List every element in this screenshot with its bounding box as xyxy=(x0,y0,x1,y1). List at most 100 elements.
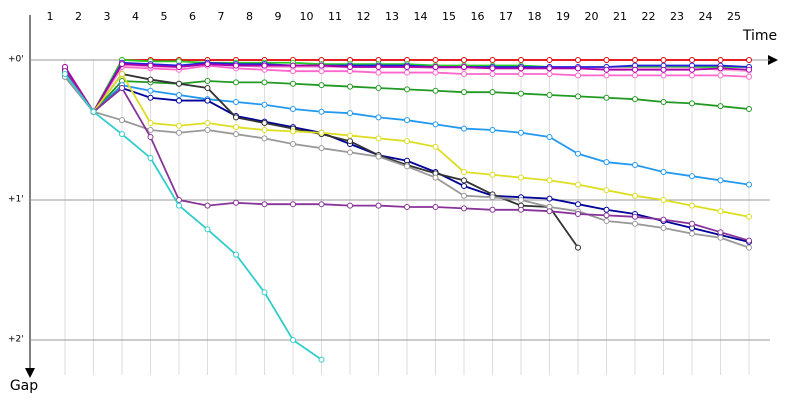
point xyxy=(461,70,467,77)
point xyxy=(233,124,239,131)
point xyxy=(746,105,752,112)
point xyxy=(489,65,496,72)
point xyxy=(689,72,695,79)
x-tick-label: 3 xyxy=(104,10,111,23)
point xyxy=(290,128,296,135)
x-tick-label: 8 xyxy=(246,10,253,23)
x-tick-label: 1 xyxy=(47,10,54,23)
point xyxy=(489,126,496,133)
point xyxy=(204,226,211,233)
point xyxy=(689,230,695,237)
point xyxy=(318,82,325,89)
point xyxy=(689,100,695,107)
point xyxy=(404,138,410,145)
point xyxy=(461,205,467,212)
point xyxy=(375,84,382,91)
point xyxy=(233,251,239,258)
point xyxy=(261,101,268,108)
x-tick-label: 5 xyxy=(161,10,168,23)
point xyxy=(375,153,382,160)
point xyxy=(689,56,695,63)
point xyxy=(632,220,638,227)
point xyxy=(290,140,296,147)
point xyxy=(375,202,382,209)
point xyxy=(176,202,182,209)
point xyxy=(176,91,182,98)
point xyxy=(204,61,211,68)
point xyxy=(546,208,553,215)
point xyxy=(746,66,752,73)
point xyxy=(432,143,439,150)
x-tick-label: 24 xyxy=(699,10,713,23)
point xyxy=(318,129,325,136)
point xyxy=(204,84,211,91)
point xyxy=(404,69,410,76)
point xyxy=(489,206,496,213)
point xyxy=(318,62,325,69)
point xyxy=(147,119,154,126)
point xyxy=(204,77,211,84)
point xyxy=(717,177,724,184)
y-tick-label: +2' xyxy=(8,335,24,345)
point xyxy=(575,244,581,251)
point xyxy=(603,206,610,213)
point xyxy=(717,56,724,63)
point xyxy=(204,126,211,133)
point xyxy=(432,174,439,181)
point xyxy=(489,89,496,96)
point xyxy=(632,66,638,73)
point xyxy=(603,94,610,101)
point xyxy=(746,237,752,244)
y-axis-label: Gap xyxy=(10,378,38,394)
point xyxy=(689,66,695,73)
x-tick-label: 2 xyxy=(75,10,82,23)
x-axis-arrow xyxy=(768,55,778,65)
x-tick-label: 20 xyxy=(585,10,599,23)
point xyxy=(660,196,667,203)
point xyxy=(375,69,382,76)
point xyxy=(404,86,410,93)
x-tick-label: 21 xyxy=(613,10,627,23)
x-tick-label: 19 xyxy=(556,10,570,23)
x-axis-label: Time xyxy=(742,28,777,44)
x-tick-label: 14 xyxy=(414,10,428,23)
point xyxy=(347,138,353,145)
point xyxy=(717,72,724,79)
point xyxy=(689,220,695,227)
point xyxy=(575,201,581,208)
point xyxy=(461,63,467,70)
point xyxy=(660,168,667,175)
point xyxy=(176,97,182,104)
point xyxy=(689,202,695,209)
point xyxy=(546,133,553,140)
point xyxy=(176,122,182,129)
point xyxy=(461,177,467,184)
point xyxy=(176,80,182,87)
x-tick-label: 23 xyxy=(670,10,684,23)
point xyxy=(575,181,581,188)
point xyxy=(717,65,724,72)
point xyxy=(603,212,610,219)
point xyxy=(746,56,752,63)
point xyxy=(261,201,268,208)
x-tick-label: 11 xyxy=(328,10,342,23)
point xyxy=(603,159,610,166)
point xyxy=(176,129,182,136)
x-tick-label: 18 xyxy=(528,10,542,23)
point xyxy=(717,234,724,241)
point xyxy=(318,145,325,152)
point xyxy=(746,244,752,251)
point xyxy=(632,192,638,199)
point xyxy=(632,161,638,168)
point xyxy=(290,62,296,69)
point xyxy=(233,131,239,138)
point xyxy=(375,135,382,142)
point xyxy=(62,70,68,77)
point xyxy=(233,114,239,121)
point xyxy=(717,229,724,236)
point xyxy=(603,72,610,79)
point xyxy=(432,203,439,210)
point xyxy=(347,83,353,90)
point xyxy=(632,213,638,220)
point xyxy=(432,56,439,63)
